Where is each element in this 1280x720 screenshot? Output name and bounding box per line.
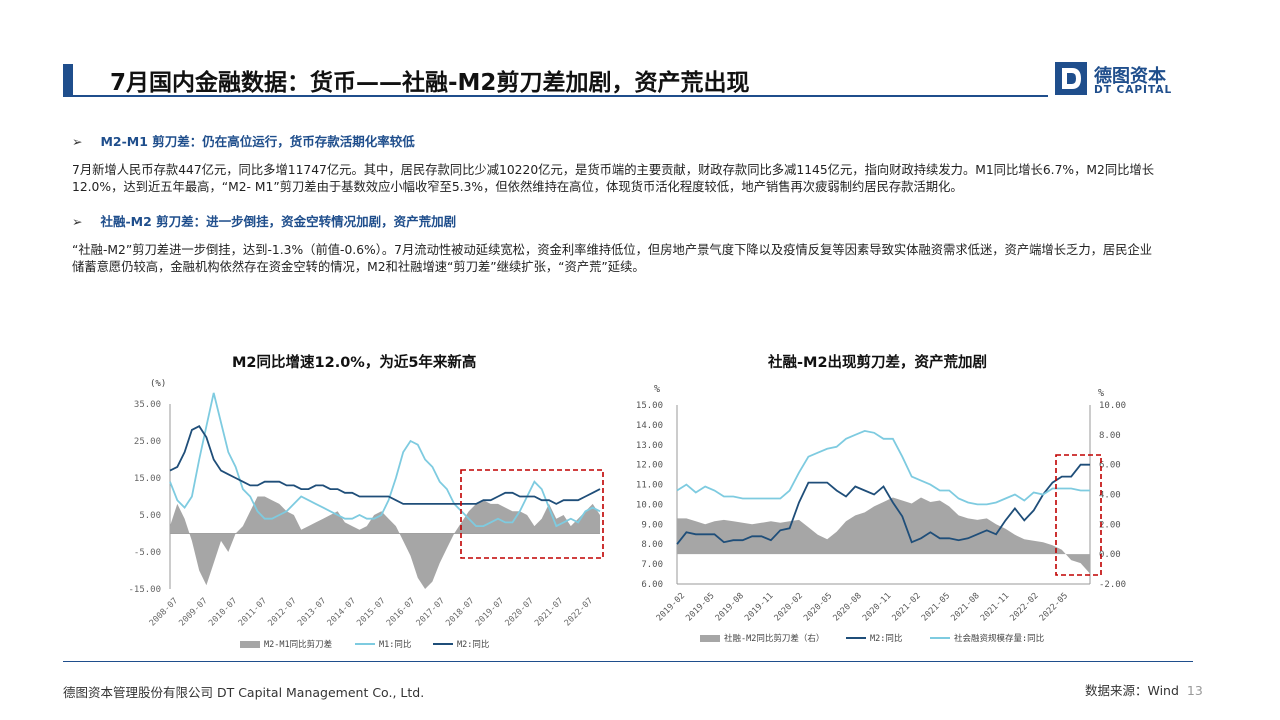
y-tick-label-left: 7.00 bbox=[641, 560, 663, 570]
title-underline bbox=[73, 95, 1048, 97]
section-body-m2-m1: 7月新增人民币存款447亿元，同比多增11747亿元。其中，居民存款同比少减10… bbox=[72, 163, 1155, 194]
x-tick-label: 2022-02 bbox=[1008, 591, 1040, 623]
chart-title-left: M2同比增速12.0%，为近5年来新高 bbox=[232, 355, 477, 371]
x-tick-label: 2020-05 bbox=[802, 591, 834, 623]
y-axis-label-right: % bbox=[1098, 388, 1104, 399]
legend-label-m1: M1:同比 bbox=[379, 639, 411, 650]
bullet-arrow-icon: ➢ bbox=[72, 134, 83, 149]
x-tick-label: 2012-07 bbox=[266, 596, 298, 628]
y-tick-label-left: 6.00 bbox=[641, 580, 663, 590]
section-heading-tsf-m2: ➢ 社融-M2 剪刀差：进一步倒挂，资金空转情况加剧，资产荒加剧 bbox=[72, 211, 456, 230]
y-tick-label: -15.00 bbox=[128, 585, 161, 595]
x-tick-label: 2010-07 bbox=[207, 596, 239, 628]
y-tick-label-left: 9.00 bbox=[641, 520, 663, 530]
x-tick-label: 2019-08 bbox=[714, 591, 746, 623]
section-heading-text: 社融-M2 剪刀差：进一步倒挂，资金空转情况加剧，资产荒加剧 bbox=[100, 214, 457, 229]
y-tick-label: 35.00 bbox=[134, 400, 161, 410]
x-tick-label: 2021-05 bbox=[920, 591, 952, 623]
y-tick-label-left: 14.00 bbox=[636, 421, 663, 431]
section-body-tsf-m2: “社融-M2”剪刀差进一步倒挂，达到-1.3%（前值-0.6%）。7月流动性被动… bbox=[72, 243, 1153, 274]
x-tick-label: 2016-07 bbox=[385, 596, 417, 628]
y-tick-label-right: 2.00 bbox=[1099, 520, 1121, 530]
x-tick-label: 2011-07 bbox=[237, 596, 269, 628]
section-heading-text: M2-M1 剪刀差：仍在高位运行，货币存款活期化率较低 bbox=[100, 134, 415, 149]
section-heading-m2-m1: ➢ M2-M1 剪刀差：仍在高位运行，货币存款活期化率较低 bbox=[72, 131, 415, 150]
y-tick-label-right: 0.00 bbox=[1099, 550, 1121, 560]
legend-label-m2: M2:同比 bbox=[870, 633, 902, 644]
tsf-m2-chart: % % 15.00 14.00 13.00 12.00 11.00 10.00 9.00 8.00… bbox=[636, 384, 1126, 644]
logo-english-name: DT CAPITAL bbox=[1094, 84, 1173, 96]
y-tick-label-right: 10.00 bbox=[1099, 401, 1126, 411]
dt-logo-icon bbox=[1055, 62, 1087, 95]
x-tick-label: 2015-07 bbox=[355, 596, 387, 628]
footer-source: 数据来源：Wind 13 bbox=[1085, 680, 1203, 699]
x-tick-label: 2022-05 bbox=[1038, 591, 1070, 623]
y-tick-label-right: 4.00 bbox=[1099, 491, 1121, 501]
title-accent-bar bbox=[63, 64, 73, 97]
x-tick-label: 2013-07 bbox=[296, 596, 328, 628]
series-area-m2-m1-gap bbox=[170, 496, 600, 589]
y-tick-label: -5.00 bbox=[134, 548, 161, 558]
y-tick-label: 15.00 bbox=[134, 474, 161, 484]
x-tick-label: 2008-07 bbox=[148, 596, 180, 628]
legend-label-gap: 社融-M2同比剪刀差（右） bbox=[724, 633, 824, 644]
logo-chinese-name: 德图资本 bbox=[1094, 66, 1166, 87]
x-tick-label: 2020-11 bbox=[861, 591, 893, 623]
series-line-m1 bbox=[169, 392, 601, 528]
x-tick-label: 2019-02 bbox=[655, 591, 687, 623]
x-tick-label: 2018-07 bbox=[444, 596, 476, 628]
x-tick-label: 2020-07 bbox=[503, 596, 535, 628]
m2-m1-chart: (%) 35.00 25.00 15.00 5.00 -5.00 -15.002008-07… bbox=[128, 379, 604, 650]
x-tick-label: 2019-05 bbox=[684, 591, 716, 623]
legend-label-m2: M2:同比 bbox=[457, 639, 489, 650]
page-title: 7月国内金融数据：货币——社融-M2剪刀差加剧，资产荒出现 bbox=[110, 70, 750, 96]
company-logo: 德图资本 DT CAPITAL bbox=[1055, 62, 1185, 98]
series-line-tsf bbox=[676, 429, 1090, 506]
y-tick-label-right: -2.00 bbox=[1099, 580, 1126, 590]
bullet-arrow-icon: ➢ bbox=[72, 214, 83, 229]
series-area-tsf-m2-gap bbox=[677, 497, 1090, 574]
x-tick-label: 2019-11 bbox=[743, 591, 775, 623]
page-number: 13 bbox=[1186, 683, 1203, 698]
legend-label-gap: M2-M1同比剪刀差 bbox=[264, 639, 332, 650]
highlight-box bbox=[1055, 454, 1102, 576]
legend-swatch-gap bbox=[240, 641, 260, 648]
x-tick-label: 2021-11 bbox=[979, 591, 1011, 623]
y-tick-label-right: 8.00 bbox=[1099, 431, 1121, 441]
source-text: 数据来源：Wind bbox=[1085, 683, 1179, 698]
y-tick-label-left: 13.00 bbox=[636, 441, 663, 451]
x-tick-label: 2021-08 bbox=[949, 591, 981, 623]
highlight-box bbox=[460, 469, 604, 559]
y-axis-label: (%) bbox=[150, 379, 166, 389]
x-tick-label: 2017-07 bbox=[415, 596, 447, 628]
x-tick-label: 2021-02 bbox=[890, 591, 922, 623]
y-axis-label-left: % bbox=[654, 384, 660, 395]
y-tick-label-left: 12.00 bbox=[636, 461, 663, 471]
legend-label-tsf: 社会融资规模存量:同比 bbox=[954, 633, 1044, 644]
y-tick-label-left: 10.00 bbox=[636, 500, 663, 510]
series-line-m2 bbox=[676, 463, 1090, 545]
x-tick-label: 2020-08 bbox=[831, 591, 863, 623]
y-tick-label-left: 11.00 bbox=[636, 481, 663, 491]
chart-title-right: 社融-M2出现剪刀差，资产荒加剧 bbox=[768, 355, 988, 371]
x-tick-label: 2021-07 bbox=[533, 596, 565, 628]
x-tick-label: 2022-07 bbox=[563, 596, 595, 628]
x-tick-label: 2009-07 bbox=[177, 596, 209, 628]
x-tick-label: 2020-02 bbox=[773, 591, 805, 623]
footer-company: 德图资本管理股份有限公司 DT Capital Management Co., … bbox=[63, 685, 425, 700]
footer-divider bbox=[63, 661, 1193, 662]
y-tick-label: 5.00 bbox=[139, 511, 161, 521]
y-tick-label-left: 8.00 bbox=[641, 540, 663, 550]
y-tick-label-left: 15.00 bbox=[636, 401, 663, 411]
x-tick-label: 2019-07 bbox=[474, 596, 506, 628]
series-line-m2 bbox=[169, 425, 601, 505]
x-tick-label: 2014-07 bbox=[326, 596, 358, 628]
y-tick-label-right: 6.00 bbox=[1099, 461, 1121, 471]
legend-swatch-gap bbox=[700, 635, 720, 642]
y-tick-label: 25.00 bbox=[134, 437, 161, 447]
